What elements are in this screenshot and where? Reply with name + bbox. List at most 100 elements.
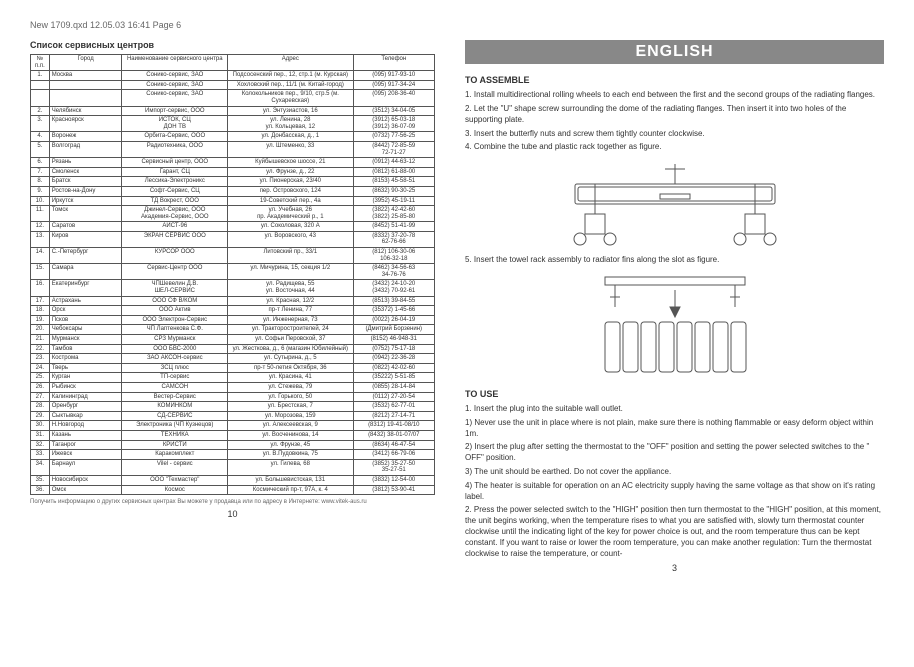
table-cell: ул. Фрунзе, 45 xyxy=(228,440,353,450)
table-cell: Самара xyxy=(49,264,122,280)
table-row: 12.СаратовАИСТ-96ул. Соколовая, 320 А(84… xyxy=(31,222,435,232)
table-cell: (0855) 28-14-84 xyxy=(353,382,434,392)
table-cell: Барнаул xyxy=(49,459,122,475)
table-cell: (3832) 12-54-00 xyxy=(353,475,434,485)
table-cell: ул. Тракторостроителей, 24 xyxy=(228,325,353,335)
table-cell: СД-СЕРВИС xyxy=(122,411,228,421)
table-cell: 4. xyxy=(31,132,50,142)
table-cell: 18. xyxy=(31,306,50,316)
table-cell: Vilel - сервис xyxy=(122,459,228,475)
table-cell: Сервис-Центр ООО xyxy=(122,264,228,280)
table-cell: 19. xyxy=(31,315,50,325)
table-row: 11.ТомскДжинел-Сервис, ООО Академия-Серв… xyxy=(31,206,435,222)
table-cell: Курган xyxy=(49,373,122,383)
table-row: 36.ОмскКосмосКосмический пр-т, 97А, к. 4… xyxy=(31,485,435,495)
use-item: 2. Press the power selected switch to th… xyxy=(465,505,884,559)
table-cell: Калининград xyxy=(49,392,122,402)
table-cell: 21. xyxy=(31,335,50,345)
table-cell: (3412) 66-79-06 xyxy=(353,450,434,460)
table-cell: ул. Морозова, 159 xyxy=(228,411,353,421)
table-cell xyxy=(31,80,50,90)
table-cell: (0022) 26-04-19 xyxy=(353,315,434,325)
table-cell: ул. Воровского, 43 xyxy=(228,231,353,247)
assemble-title: TO ASSEMBLE xyxy=(465,74,884,86)
col-header: Город xyxy=(49,55,122,71)
table-cell: Гарант, СЦ xyxy=(122,167,228,177)
table-row: 18.ОрскООО Активпр-т Ленина, 77(35372) 1… xyxy=(31,306,435,316)
table-cell: (35372) 1-45-66 xyxy=(353,306,434,316)
assemble-item: 1. Install multidirectional rolling whee… xyxy=(465,90,884,101)
table-cell: ул. Гилева, 68 xyxy=(228,459,353,475)
table-row: 22.ТамбовООО БВС-2000ул. Жесткова, д., 6… xyxy=(31,344,435,354)
page-number: 10 xyxy=(30,509,435,519)
table-cell: Кострома xyxy=(49,354,122,364)
table-cell: ул. Инженерная, 73 xyxy=(228,315,353,325)
table-cell: Сыктывкар xyxy=(49,411,122,421)
table-cell: СРЗ Мурманск xyxy=(122,335,228,345)
table-row: 28.ОренбургКОМИНКОМул. Брестская, 7(3532… xyxy=(31,402,435,412)
table-title: Список сервисных центров xyxy=(30,40,435,50)
table-cell: Иркутск xyxy=(49,196,122,206)
table-cell: Рязань xyxy=(49,158,122,168)
table-cell: ЭКРАН СЕРВИС ООО xyxy=(122,231,228,247)
table-cell: (0752) 75-17-18 xyxy=(353,344,434,354)
table-row: 25.КурганТП-сервисул. Красина, 41(35222)… xyxy=(31,373,435,383)
table-cell: ЗАО АКСОН-сервис xyxy=(122,354,228,364)
table-cell: ТД Вокрест, ООО xyxy=(122,196,228,206)
table-cell: КРИСТИ xyxy=(122,440,228,450)
table-cell: Тамбов xyxy=(49,344,122,354)
table-cell: 27. xyxy=(31,392,50,402)
table-cell: Киров xyxy=(49,231,122,247)
table-cell: Джинел-Сервис, ООО Академия-Сервис, ООО xyxy=(122,206,228,222)
table-cell: CAMCOH xyxy=(122,382,228,392)
table-cell: (0112) 27-20-54 xyxy=(353,392,434,402)
table-cell: 33. xyxy=(31,450,50,460)
table-row: 30.Н.НовгородЭлектроника (ЧП Кузнецов)ул… xyxy=(31,421,435,431)
table-row: 13.КировЭКРАН СЕРВИС ОООул. Воровского, … xyxy=(31,231,435,247)
table-cell xyxy=(31,90,50,106)
table-cell: 31. xyxy=(31,430,50,440)
table-cell: АИСТ-96 xyxy=(122,222,228,232)
table-cell: 3. xyxy=(31,116,50,132)
table-cell: Орск xyxy=(49,306,122,316)
table-cell: 20. xyxy=(31,325,50,335)
table-cell: Сервисный центр, ООО xyxy=(122,158,228,168)
use-title: TO USE xyxy=(465,388,884,400)
table-cell: Братск xyxy=(49,177,122,187)
table-cell: (35222) 5-51-85 xyxy=(353,373,434,383)
table-cell: (0942) 22-36-28 xyxy=(353,354,434,364)
table-cell: ул. Донбасская, д., 1 xyxy=(228,132,353,142)
table-row: 33.ИжевскКаракомплектул. В.Пудовкина, 75… xyxy=(31,450,435,460)
assemble-item: 2. Let the "U" shape screw surrounding t… xyxy=(465,104,884,126)
table-cell: (Дмитрий Борзенин) xyxy=(353,325,434,335)
table-cell: 10. xyxy=(31,196,50,206)
table-cell: Саратов xyxy=(49,222,122,232)
col-header: Адрес xyxy=(228,55,353,71)
assemble-item: 4. Combine the tube and plastic rack tog… xyxy=(465,142,884,153)
table-cell: (8632) 90-30-25 xyxy=(353,186,434,196)
doc-header: New 1709.qxd 12.05.03 16:41 Page 6 xyxy=(30,20,884,30)
table-cell: (8212) 27-14-71 xyxy=(353,411,434,421)
table-cell: ООО БВС-2000 xyxy=(122,344,228,354)
table-cell: Таганрог xyxy=(49,440,122,450)
table-cell: пр-т 50-летия Октября, 36 xyxy=(228,363,353,373)
table-cell: Подсосенский пер., 12, стр.1 (м. Курская… xyxy=(228,71,353,81)
table-row: 10.ИркутскТД Вокрест, ООО19-Советский пе… xyxy=(31,196,435,206)
table-cell: ул. Красина, 41 xyxy=(228,373,353,383)
table-cell: 34. xyxy=(31,459,50,475)
table-cell: ул. Большевистская, 131 xyxy=(228,475,353,485)
table-row: 29.СыктывкарСД-СЕРВИСул. Морозова, 159(8… xyxy=(31,411,435,421)
table-cell: (812) 106-30-06 106-32-18 xyxy=(353,248,434,264)
use-item: 1. Insert the plug into the suitable wal… xyxy=(465,404,884,415)
table-cell: С.-Петербург xyxy=(49,248,122,264)
table-cell: 2. xyxy=(31,106,50,116)
table-cell: Смоленск xyxy=(49,167,122,177)
table-row: 31.КазаньТЕХНИКАул. Восченинова, 14(8432… xyxy=(31,430,435,440)
table-cell: Хохловский пер., 11/1 (м. Китай-город) xyxy=(228,80,353,90)
table-cell: Электроника (ЧП Кузнецов) xyxy=(122,421,228,431)
table-cell: Челябинск xyxy=(49,106,122,116)
table-cell: Куйбышевское шоссе, 21 xyxy=(228,158,353,168)
table-cell: Космос xyxy=(122,485,228,495)
table-cell: 30. xyxy=(31,421,50,431)
table-cell: ул. Жесткова, д., 6 (магазин Юбилейный) xyxy=(228,344,353,354)
